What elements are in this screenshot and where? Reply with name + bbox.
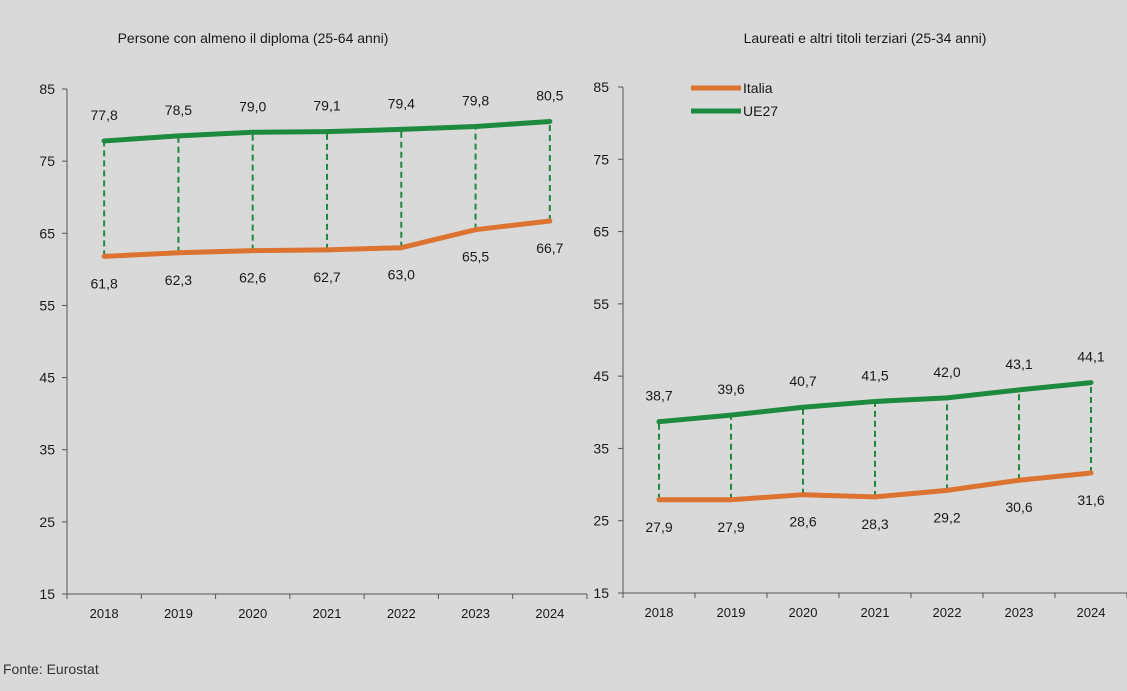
data-point-ue27: [101, 138, 107, 144]
x-tick-label: 2023: [461, 606, 490, 621]
y-tick-label: 25: [39, 514, 55, 530]
chart-title: Persone con almeno il diploma (25-64 ann…: [118, 30, 389, 46]
y-tick-label: 65: [593, 224, 609, 240]
data-label-italia: 63,0: [388, 267, 415, 283]
data-label-ue27: 79,4: [388, 95, 415, 111]
data-point-ue27: [728, 412, 734, 418]
data-label-italia: 65,5: [462, 249, 489, 265]
data-label-ue27: 79,1: [313, 98, 340, 114]
data-point-ue27: [250, 129, 256, 135]
x-tick-label: 2021: [861, 605, 890, 620]
data-point-italia: [656, 497, 662, 503]
data-point-italia: [1088, 470, 1094, 476]
x-tick-label: 2019: [717, 605, 746, 620]
data-label-ue27: 80,5: [536, 87, 563, 103]
data-label-italia: 29,2: [933, 509, 960, 525]
data-point-italia: [324, 247, 330, 253]
y-tick-label: 35: [39, 442, 55, 458]
data-point-ue27: [547, 118, 553, 124]
data-label-italia: 62,6: [239, 270, 266, 286]
data-label-ue27: 79,0: [239, 98, 266, 114]
data-label-italia: 62,7: [313, 269, 340, 285]
data-label-ue27: 79,8: [462, 93, 489, 109]
y-tick-label: 55: [593, 296, 609, 312]
data-label-italia: 27,9: [645, 519, 672, 535]
data-point-italia: [398, 245, 404, 251]
data-label-ue27: 40,7: [789, 373, 816, 389]
data-point-italia: [944, 487, 950, 493]
data-point-ue27: [175, 133, 181, 139]
data-label-italia: 61,8: [91, 275, 118, 291]
data-label-italia: 62,3: [165, 272, 192, 288]
x-tick-label: 2023: [1005, 605, 1034, 620]
data-point-italia: [101, 253, 107, 259]
data-label-ue27: 44,1: [1077, 349, 1104, 365]
data-point-italia: [175, 250, 181, 256]
data-label-italia: 30,6: [1005, 499, 1032, 515]
x-tick-label: 2024: [1077, 605, 1106, 620]
data-label-italia: 28,3: [861, 516, 888, 532]
y-tick-label: 75: [39, 153, 55, 169]
chart-title: Laureati e altri titoli terziari (25-34 …: [744, 30, 987, 46]
data-label-ue27: 43,1: [1005, 356, 1032, 372]
y-tick-label: 55: [39, 297, 55, 313]
x-tick-label: 2021: [313, 606, 342, 621]
y-tick-label: 85: [593, 79, 609, 95]
y-tick-label: 65: [39, 225, 55, 241]
data-point-italia: [473, 227, 479, 233]
data-point-ue27: [800, 404, 806, 410]
y-tick-label: 45: [39, 370, 55, 386]
y-tick-label: 35: [593, 440, 609, 456]
x-tick-label: 2018: [90, 606, 119, 621]
data-point-ue27: [398, 126, 404, 132]
data-point-ue27: [1016, 387, 1022, 393]
data-point-italia: [1016, 477, 1022, 483]
x-tick-label: 2020: [789, 605, 818, 620]
data-point-italia: [728, 497, 734, 503]
y-tick-label: 85: [39, 81, 55, 97]
y-tick-label: 15: [39, 586, 55, 602]
y-tick-label: 75: [593, 151, 609, 167]
y-tick-label: 45: [593, 368, 609, 384]
data-point-italia: [800, 492, 806, 498]
data-label-italia: 28,6: [789, 514, 816, 530]
y-tick-label: 25: [593, 513, 609, 529]
x-tick-label: 2024: [535, 606, 564, 621]
data-point-ue27: [1088, 380, 1094, 386]
source-note: Fonte: Eurostat: [3, 661, 99, 677]
data-label-ue27: 41,5: [861, 367, 888, 383]
x-tick-label: 2020: [238, 606, 267, 621]
x-tick-label: 2022: [933, 605, 962, 620]
data-point-ue27: [473, 124, 479, 130]
data-label-ue27: 77,8: [91, 107, 118, 123]
data-label-italia: 27,9: [717, 519, 744, 535]
y-tick-label: 15: [593, 585, 609, 601]
data-label-italia: 66,7: [536, 240, 563, 256]
data-label-ue27: 39,6: [717, 381, 744, 397]
legend-label-italia: Italia: [743, 80, 773, 96]
legend-label-ue27: UE27: [743, 103, 778, 119]
chart-1: Persone con almeno il diploma (25-64 ann…: [39, 30, 588, 621]
x-tick-label: 2018: [645, 605, 674, 620]
data-point-italia: [872, 494, 878, 500]
data-label-ue27: 38,7: [645, 388, 672, 404]
chart-2: Laureati e altri titoli terziari (25-34 …: [593, 30, 1127, 620]
data-point-italia: [547, 218, 553, 224]
data-point-ue27: [324, 129, 330, 135]
x-tick-label: 2019: [164, 606, 193, 621]
data-label-ue27: 42,0: [933, 364, 960, 380]
data-point-italia: [250, 248, 256, 254]
data-point-ue27: [872, 398, 878, 404]
x-tick-label: 2022: [387, 606, 416, 621]
data-label-italia: 31,6: [1077, 492, 1104, 508]
data-point-ue27: [944, 395, 950, 401]
data-label-ue27: 78,5: [165, 102, 192, 118]
data-point-ue27: [656, 419, 662, 425]
